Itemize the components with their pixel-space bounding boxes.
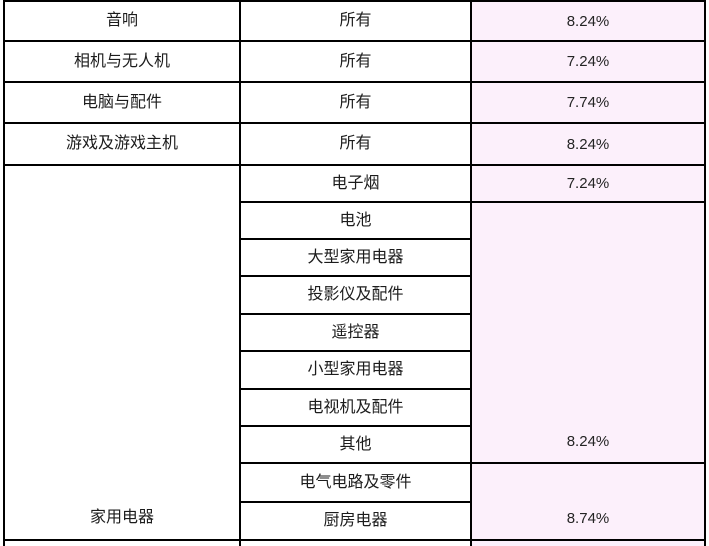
subcategory-cell[interactable]: 电池 [239,201,472,240]
rate-cell-merged[interactable]: 8.74% [470,462,706,541]
subcategory-cell[interactable]: 投影仪及配件 [239,275,472,315]
table-row: 遥控器 [4,313,705,352]
table-container: 音响 所有 8.24% 相机与无人机 所有 7.24% 电脑与配件 所有 7.7… [3,0,706,546]
subcategory-cell[interactable]: 厨房电器 [239,501,472,541]
subcategory-cell[interactable]: 电子烟 [239,164,472,203]
subcategory-cell[interactable]: 所有 [239,0,472,42]
category-cell[interactable]: 相机与无人机 [3,40,241,83]
rate-cell[interactable]: 7.24% [470,164,706,203]
table-row: 大型家用电器 [4,238,705,277]
category-cell[interactable]: 电脑与配件 [3,81,241,124]
subcategory-cell[interactable]: 遥控器 [239,313,472,352]
table-row: 游戏及游戏主机 所有 8.24% [3,122,706,166]
subcategory-cell[interactable]: 所有 [239,81,472,124]
rate-cell[interactable]: 7.24% [470,40,706,83]
category-cell[interactable] [3,539,241,546]
subcategory-cell[interactable]: 所有 [239,122,472,166]
table-row: 电脑与配件 所有 7.74% [3,81,706,124]
table-row: 电视机及配件 [4,388,705,427]
rate-cell[interactable]: 8.24% [470,0,706,42]
table-row-partial [3,539,706,546]
subcategory-cell[interactable] [239,539,472,546]
table-row: 小型家用电器 [4,350,705,390]
subcategory-cell[interactable]: 其他 [239,425,472,464]
table-row: 厨房电器 [4,501,705,541]
table-row: 音响 所有 8.24% [3,0,706,42]
table-row: 投影仪及配件 [4,275,705,315]
category-cell-merged[interactable]: 家用电器 [3,164,241,541]
subcategory-cell[interactable]: 电视机及配件 [239,388,472,427]
subcategory-cell[interactable]: 小型家用电器 [239,350,472,390]
table-row: 其他 [4,425,705,464]
rate-cell[interactable]: 8.24% [470,122,706,166]
table-row: 相机与无人机 所有 7.24% [3,40,706,83]
table-row: 电气电路及零件 8.74% [4,462,706,541]
subcategory-cell[interactable]: 电气电路及零件 [239,462,472,503]
rate-cell[interactable]: 7.74% [470,81,706,124]
subcategory-cell[interactable]: 所有 [239,40,472,83]
rate-cell[interactable] [470,539,706,546]
table-row: 家用电器 电子烟 7.24% [3,164,706,541]
subcategory-cell[interactable]: 大型家用电器 [239,238,472,277]
category-cell[interactable]: 音响 [3,0,241,42]
category-cell[interactable]: 游戏及游戏主机 [3,122,241,166]
category-rate-table: 音响 所有 8.24% 相机与无人机 所有 7.24% 电脑与配件 所有 7.7… [3,0,706,546]
rate-cell-merged[interactable]: 8.24% [470,201,706,464]
table-row: 电池 8.24% [4,201,706,464]
